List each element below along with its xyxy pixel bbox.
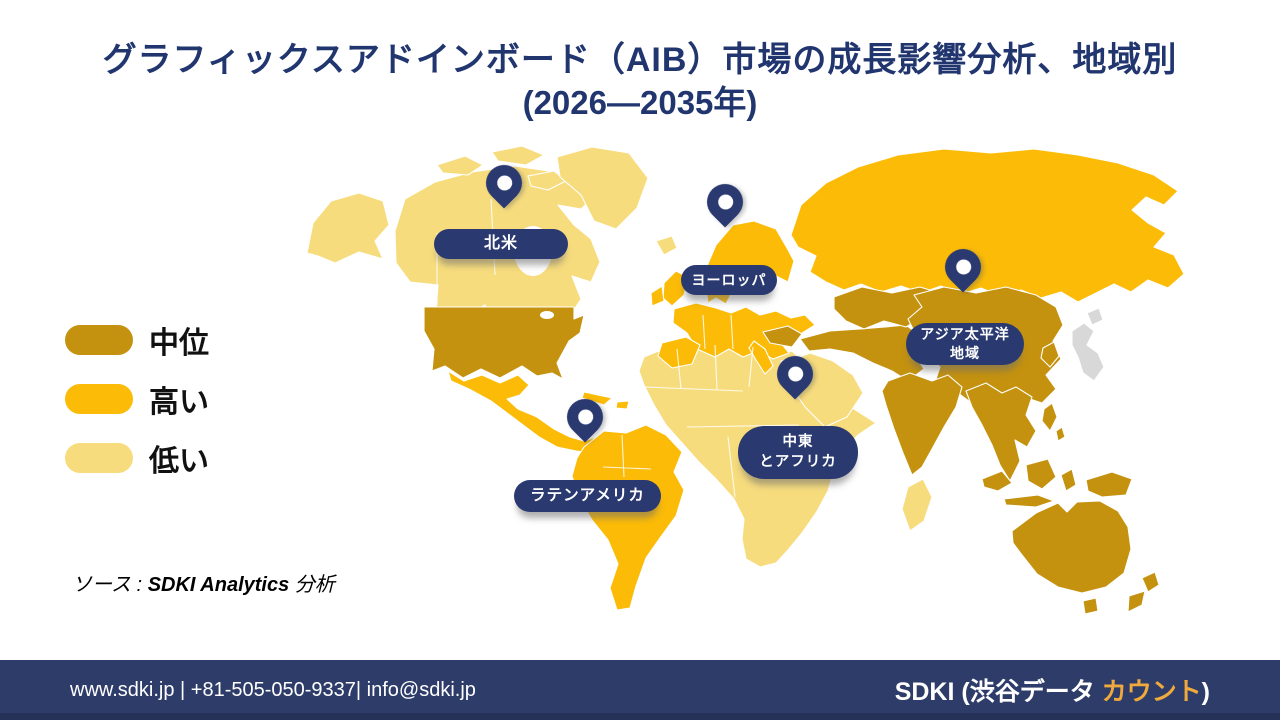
legend-swatch-medium [65, 325, 133, 355]
region-madagascar [901, 478, 933, 532]
title-line1: グラフィックスアドインボード（AIB）市場の成長影響分析、地域別 [102, 41, 1178, 79]
map-label-north-america: 北米 [434, 229, 568, 259]
legend-item-high: 高い [65, 377, 209, 421]
legend: 中位 高い 低い [65, 318, 209, 495]
legend-item-medium: 中位 [65, 318, 209, 362]
region-new-guinea [1085, 471, 1133, 498]
region-new-zealand [1127, 571, 1160, 613]
region-southeast-asia [965, 382, 1037, 482]
brand-suffix: ) [1201, 678, 1210, 706]
country-borders [436, 198, 800, 498]
brand-prefix: SDKI (渋谷データ [894, 678, 1102, 706]
legend-swatch-high [65, 384, 133, 414]
great-lakes [540, 311, 554, 319]
region-caribbean [581, 391, 630, 410]
legend-swatch-low [65, 443, 133, 473]
map-label-europe: ヨーロッパ [681, 265, 777, 295]
region-iceland [655, 235, 678, 256]
source-note: ソース : SDKI Analytics 分析 [72, 568, 335, 597]
region-turkey [762, 325, 803, 348]
region-usa [423, 306, 585, 380]
source-suffix: 分析 [294, 574, 335, 596]
page-title: グラフィックスアドインボード（AIB）市場の成長影響分析、地域別 (2026—2… [0, 38, 1280, 123]
region-japan [1071, 307, 1105, 382]
region-india [881, 372, 963, 476]
map-label-latin-america: ラテンアメリカ [514, 480, 661, 512]
title-line2: (2026—2035年) [522, 84, 758, 122]
region-philippines [1041, 402, 1066, 442]
map-label-middle-east-africa: 中東 とアフリカ [738, 426, 858, 479]
legend-item-low: 低い [65, 436, 209, 480]
region-south-america [571, 424, 685, 611]
world-map: 北米 ヨーロッパ アジア太平洋 地域 中東 とアフリカ ラテンアメリカ [285, 135, 1235, 665]
footer-contact: www.sdki.jp | +81-505-050-9337| info@sdk… [70, 678, 476, 701]
legend-label-high: 高い [149, 386, 209, 419]
brand-highlight: カウント [1101, 678, 1202, 706]
region-indonesia [981, 458, 1077, 508]
region-alaska [306, 192, 390, 264]
region-australia [1011, 500, 1132, 615]
legend-label-medium: 中位 [149, 327, 209, 360]
footer-brand: SDKI (渋谷データ カウント) [895, 672, 1210, 708]
source-name: SDKI Analytics [147, 574, 290, 596]
region-greenland [556, 146, 649, 230]
world-map-svg [306, 145, 1185, 615]
region-korea [1040, 341, 1060, 368]
footer-bar: www.sdki.jp | +81-505-050-9337| info@sdk… [0, 660, 1280, 720]
region-iran-afghanistan [799, 324, 925, 382]
legend-label-low: 低い [149, 445, 209, 478]
region-russia [790, 148, 1185, 303]
map-label-asia-pacific: アジア太平洋 地域 [906, 323, 1024, 365]
source-label: ソース : [72, 574, 143, 596]
